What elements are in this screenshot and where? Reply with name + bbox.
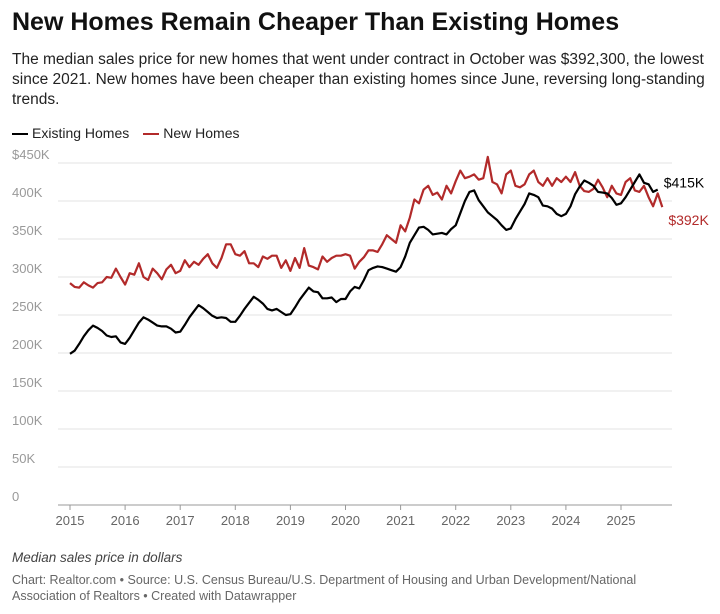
x-tick-label: 2020 xyxy=(331,513,360,528)
x-tick-label: 2023 xyxy=(496,513,525,528)
x-tick-label: 2015 xyxy=(56,513,85,528)
x-tick-label: 2022 xyxy=(441,513,470,528)
legend-item-existing: Existing Homes xyxy=(12,125,129,141)
x-tick-label: 2019 xyxy=(276,513,305,528)
legend: Existing Homes New Homes xyxy=(12,125,240,141)
x-tick-label: 2018 xyxy=(221,513,250,528)
x-tick-label: 2017 xyxy=(166,513,195,528)
y-tick-label: 400K xyxy=(12,185,43,200)
y-tick-label: 200K xyxy=(12,337,43,352)
y-tick-label: 0 xyxy=(12,489,19,504)
y-tick-label: 250K xyxy=(12,299,43,314)
chart-source: Chart: Realtor.com • Source: U.S. Census… xyxy=(12,573,637,603)
x-tick-label: 2016 xyxy=(111,513,140,528)
y-tick-label: 300K xyxy=(12,261,43,276)
x-tick-label: 2024 xyxy=(551,513,580,528)
chart-note: Median sales price in dollars xyxy=(12,550,183,565)
y-tick-label: $450K xyxy=(12,147,50,162)
chart-subtitle: The median sales price for new homes tha… xyxy=(12,51,705,108)
end-label: $392K xyxy=(668,212,709,228)
y-tick-label: 50K xyxy=(12,451,35,466)
y-tick-label: 100K xyxy=(12,413,43,428)
series-line-new-homes xyxy=(69,155,664,289)
chart-title: New Homes Remain Cheaper Than Existing H… xyxy=(12,8,620,36)
x-tick-label: 2025 xyxy=(607,513,636,528)
end-label: $415K xyxy=(664,175,705,191)
x-tick-label: 2021 xyxy=(386,513,415,528)
legend-item-new: New Homes xyxy=(143,125,240,141)
series-line-existing-homes xyxy=(69,173,659,355)
y-tick-label: 350K xyxy=(12,223,43,238)
y-tick-label: 150K xyxy=(12,375,43,390)
